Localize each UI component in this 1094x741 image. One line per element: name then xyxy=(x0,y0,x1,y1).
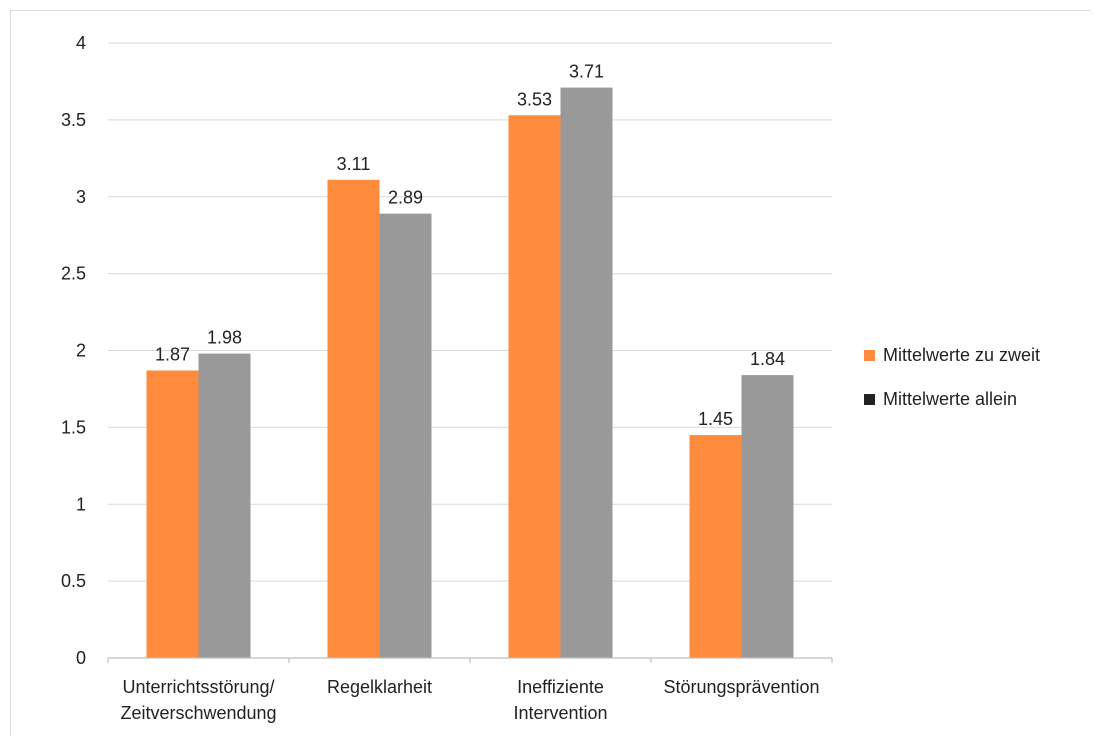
legend-label-series-2: Mittelwerte allein xyxy=(883,388,1018,409)
legend-swatch-series-1 xyxy=(864,349,875,361)
y-tick-label: 4 xyxy=(76,33,86,53)
data-label: 1.87 xyxy=(155,344,190,364)
bars xyxy=(146,87,794,658)
y-tick-label: 2 xyxy=(76,341,86,361)
bar-series-2 xyxy=(198,353,251,658)
data-labels: 1.87 3.11 3.53 1.45 1.98 2.89 3.71 1.84 xyxy=(155,62,785,429)
data-label: 1.98 xyxy=(207,328,242,348)
bar-series-2 xyxy=(560,87,613,658)
x-axis xyxy=(107,657,833,663)
data-label: 2.89 xyxy=(388,188,423,208)
y-tick-label: 1 xyxy=(76,494,86,514)
category-label: Unterrichtsstörung/ xyxy=(122,677,274,697)
legend-swatch-series-2 xyxy=(864,393,875,405)
bar-series-2 xyxy=(741,375,794,658)
bar-series-1 xyxy=(146,370,199,658)
category-label: Regelklarheit xyxy=(327,677,432,697)
data-label: 1.84 xyxy=(750,349,785,369)
y-axis-ticks: 0 0.5 1 1.5 2 2.5 3 3.5 4 xyxy=(61,33,86,668)
bar-series-2 xyxy=(379,213,432,658)
legend-label-series-1: Mittelwerte zu zweit xyxy=(883,344,1041,365)
y-tick-label: 2.5 xyxy=(61,264,86,284)
x-axis-category-labels: Unterrichtsstörung/Zeitverschwendung Rege… xyxy=(120,677,819,723)
data-label: 3.53 xyxy=(517,89,552,109)
y-tick-label: 0.5 xyxy=(61,571,86,591)
category-label: Ineffiziente xyxy=(517,677,604,697)
legend-item-series-2: Mittelwerte allein xyxy=(864,384,1040,414)
y-tick-label: 3.5 xyxy=(61,110,86,130)
bar-series-1 xyxy=(327,179,380,658)
y-tick-label: 3 xyxy=(76,187,86,207)
legend-item-series-1: Mittelwerte zu zweit xyxy=(864,340,1040,370)
data-label: 3.71 xyxy=(569,62,604,82)
data-label: 1.45 xyxy=(698,409,733,429)
bar-series-1 xyxy=(689,435,742,658)
data-label: 3.11 xyxy=(337,154,371,174)
chart-frame xyxy=(10,10,1090,736)
legend: Mittelwerte zu zweit Mittelwerte allein xyxy=(864,340,1040,428)
bar-series-1 xyxy=(508,115,561,658)
y-tick-label: 0 xyxy=(76,648,86,668)
category-label: Störungsprävention xyxy=(663,677,819,697)
category-label: Zeitverschwendung xyxy=(120,703,276,723)
category-label: Intervention xyxy=(513,703,607,723)
y-tick-label: 1.5 xyxy=(61,417,86,437)
